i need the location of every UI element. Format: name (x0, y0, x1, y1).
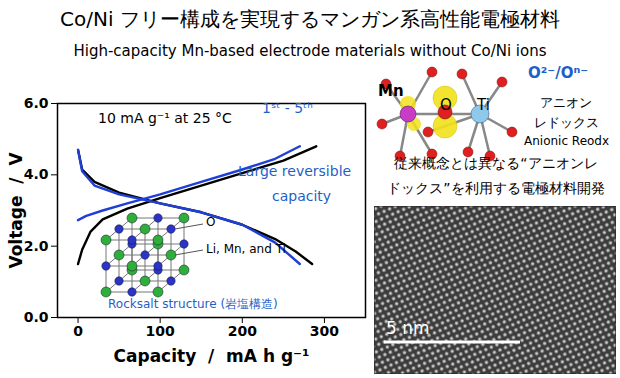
html-text:Anionic Reodx: Anionic Reodx (524, 134, 610, 148)
svg-text:200: 200 (228, 323, 257, 339)
html-text:capacity: capacity (272, 188, 332, 204)
svg-text:300: 300 (310, 323, 339, 339)
html-text:Ti: Ti (477, 96, 490, 114)
html-text:レドックス: レドックス (534, 115, 599, 130)
html-text:従来概念とは異なる“アニオンレ: 従来概念とは異なる“アニオンレ (394, 155, 598, 171)
html-text:Mn: Mn (378, 82, 404, 100)
svg-text:Voltage / V: Voltage / V (6, 152, 26, 269)
html-text:Rocksalt structure (岩塩構造): Rocksalt structure (岩塩構造) (108, 297, 278, 311)
svg-text:5 nm: 5 nm (386, 318, 430, 338)
svg-text:2.0: 2.0 (24, 238, 49, 254)
svg-text:100: 100 (146, 323, 175, 339)
html-text:O²⁻/Oⁿ⁻: O²⁻/Oⁿ⁻ (528, 64, 589, 82)
html-text:Large reversible: Large reversible (238, 163, 352, 179)
html-text:Li, Mn, and Ti: Li, Mn, and Ti (206, 242, 286, 256)
svg-text:0.0: 0.0 (24, 309, 49, 325)
svg-text:6.0: 6.0 (24, 95, 49, 111)
html-text:O: O (206, 215, 216, 229)
svg-text:Capacity / mA h g⁻¹: Capacity / mA h g⁻¹ (114, 346, 310, 366)
html-text:Co/Ni フリー構成を実現するマンガン系高性能電極材料: Co/Ni フリー構成を実現するマンガン系高性能電極材料 (60, 7, 560, 31)
html-text:10 mA g⁻¹ at 25 °C: 10 mA g⁻¹ at 25 °C (98, 110, 232, 126)
html-text:ドックス”を利用する電極材料開発: ドックス”を利用する電極材料開発 (387, 180, 605, 196)
html-text:1ˢᵗ - 5ᵗʰ: 1ˢᵗ - 5ᵗʰ (262, 100, 313, 116)
html-text:アニオン: アニオン (540, 95, 592, 110)
html-text:High-capacity Mn-based electro: High-capacity Mn-based electrode materia… (73, 42, 547, 60)
html-text:O: O (440, 96, 452, 114)
svg-text:4.0: 4.0 (24, 166, 49, 182)
svg-text:0: 0 (73, 323, 83, 339)
